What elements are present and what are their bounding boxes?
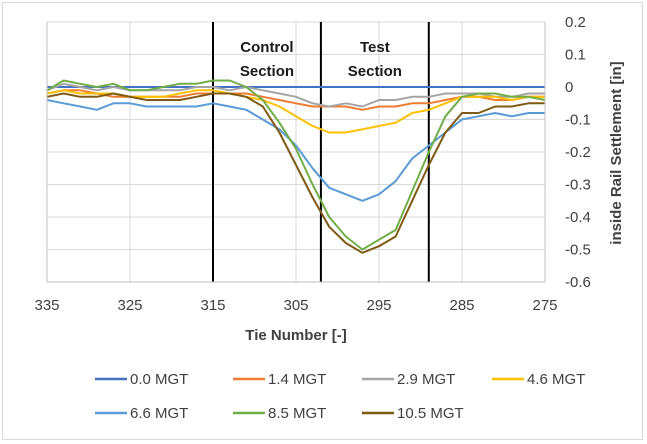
gridlines — [46, 21, 546, 283]
legend-label: 8.5 MGT — [268, 405, 326, 422]
legend-label: 10.5 MGT — [397, 405, 464, 422]
x-tick-label: 285 — [449, 297, 474, 314]
x-tick-label: 305 — [283, 297, 308, 314]
y-tick-label: -0.2 — [565, 144, 591, 161]
section-annotation: Test — [360, 39, 390, 56]
legend-label: 2.9 MGT — [397, 371, 455, 388]
series-line-6-6-mgt — [46, 99, 545, 202]
y-tick-label: -0.5 — [565, 242, 591, 259]
section-annotation: Section — [240, 63, 294, 80]
x-tick-label: 315 — [200, 297, 225, 314]
tick-labels: 0.2 0.1 0 -0.1 -0.2 -0.3 -0.4 -0.5 -0.6 335 325 315… — [34, 14, 590, 314]
x-axis-title: Tie Number [-] — [245, 327, 346, 344]
y-tick-label: -0.4 — [565, 209, 591, 226]
section-annotation: Control — [240, 39, 293, 56]
y-axis-title: inside Rail Settlement [in] — [608, 61, 625, 244]
legend-label: 1.4 MGT — [268, 371, 326, 388]
legend-label: 6.6 MGT — [130, 405, 188, 422]
series-line-8-5-mgt — [46, 79, 546, 251]
legend-label: 4.6 MGT — [527, 371, 585, 388]
section-annotation: Section — [348, 63, 402, 80]
y-tick-label: -0.1 — [565, 112, 591, 129]
section-annotations: Control Section Test Section — [240, 39, 402, 80]
y-tick-label: 0.1 — [565, 47, 586, 64]
x-tick-label: 275 — [532, 297, 557, 314]
y-tick-label: 0 — [565, 79, 573, 96]
x-tick-label: 295 — [366, 297, 391, 314]
chart-frame — [2, 2, 643, 440]
series-line-10-5-mgt — [46, 92, 545, 254]
y-tick-label: -0.3 — [565, 177, 591, 194]
series-lines — [46, 79, 546, 254]
y-tick-label: -0.6 — [565, 274, 591, 291]
y-tick-label: 0.2 — [565, 14, 586, 31]
x-tick-label: 335 — [34, 297, 59, 314]
axes — [46, 22, 546, 283]
legend-label: 0.0 MGT — [130, 371, 188, 388]
x-tick-label: 325 — [117, 297, 142, 314]
legend: 0.0 MGT 1.4 MGT 2.9 MGT 4.6 MGT 6.6 MGT 8.5 M… — [95, 371, 585, 422]
